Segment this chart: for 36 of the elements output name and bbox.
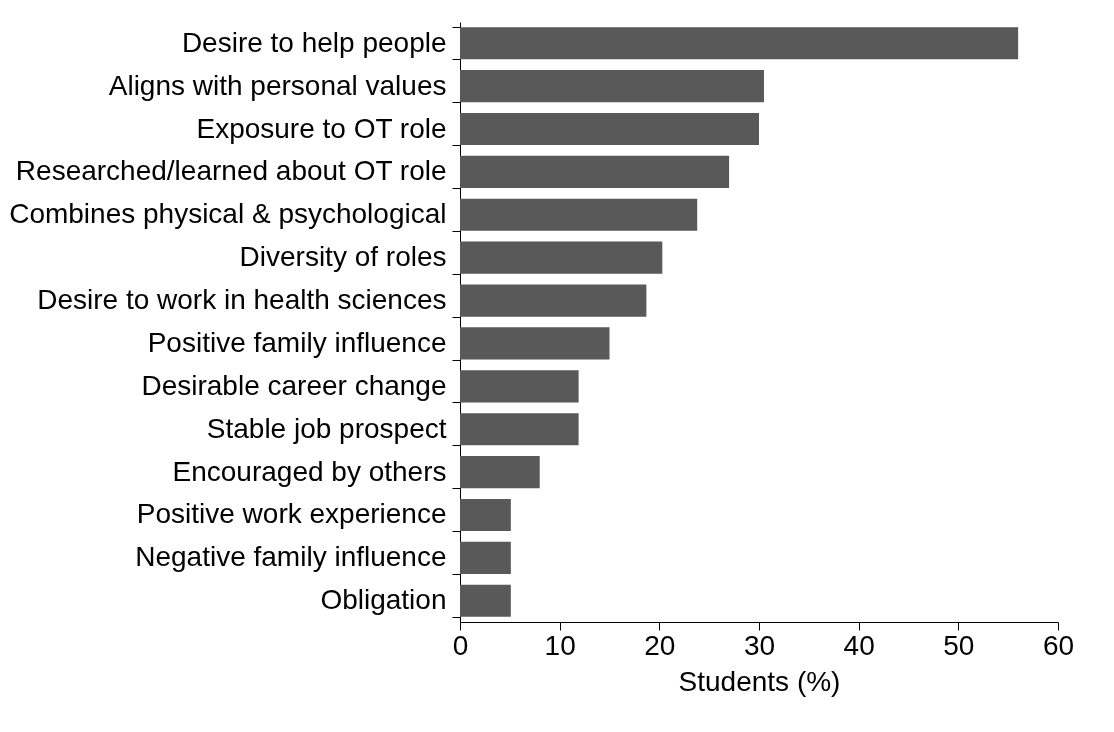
bar <box>460 584 511 617</box>
x-tick-label: 60 <box>1042 629 1075 661</box>
bar <box>460 413 579 446</box>
y-tick-label: Obligation <box>320 584 447 616</box>
y-tick-label: Aligns with personal values <box>108 69 447 101</box>
x-tick-label: 20 <box>644 629 676 661</box>
bar <box>460 456 540 489</box>
bar <box>460 27 1019 60</box>
y-tick-label: Exposure to OT role <box>196 112 447 144</box>
bar <box>460 155 730 188</box>
y-tick-label: Positive family influence <box>147 326 447 358</box>
y-tick-label: Diversity of roles <box>239 241 447 273</box>
y-tick-label: Desire to help people <box>181 26 447 58</box>
x-tick-label: 10 <box>544 629 576 661</box>
bar <box>460 112 759 146</box>
y-tick-label: Negative family influence <box>135 541 447 573</box>
bar <box>460 198 698 231</box>
y-tick-label: Researched/learned about OT role <box>15 155 447 187</box>
bar <box>460 370 579 403</box>
y-tick-label: Encouraged by others <box>172 455 447 487</box>
x-tick-label: 40 <box>843 629 875 661</box>
y-tick-label: Positive work experience <box>136 498 447 530</box>
x-tick-label: 0 <box>452 629 469 661</box>
y-tick-label: Stable job prospect <box>206 412 447 444</box>
bar <box>460 498 511 532</box>
bar <box>460 541 511 574</box>
y-tick-label: Desire to work in health sciences <box>37 284 447 316</box>
bar <box>460 284 647 317</box>
x-axis-title: Students (%) <box>678 665 841 697</box>
x-tick-label: 50 <box>943 629 975 661</box>
x-tick-label: 30 <box>743 629 776 661</box>
y-tick-label: Combines physical & psychological <box>9 198 447 230</box>
y-tick-label: Desirable career change <box>141 369 447 401</box>
bar <box>460 241 663 274</box>
bar <box>460 327 610 360</box>
bar <box>460 70 764 103</box>
